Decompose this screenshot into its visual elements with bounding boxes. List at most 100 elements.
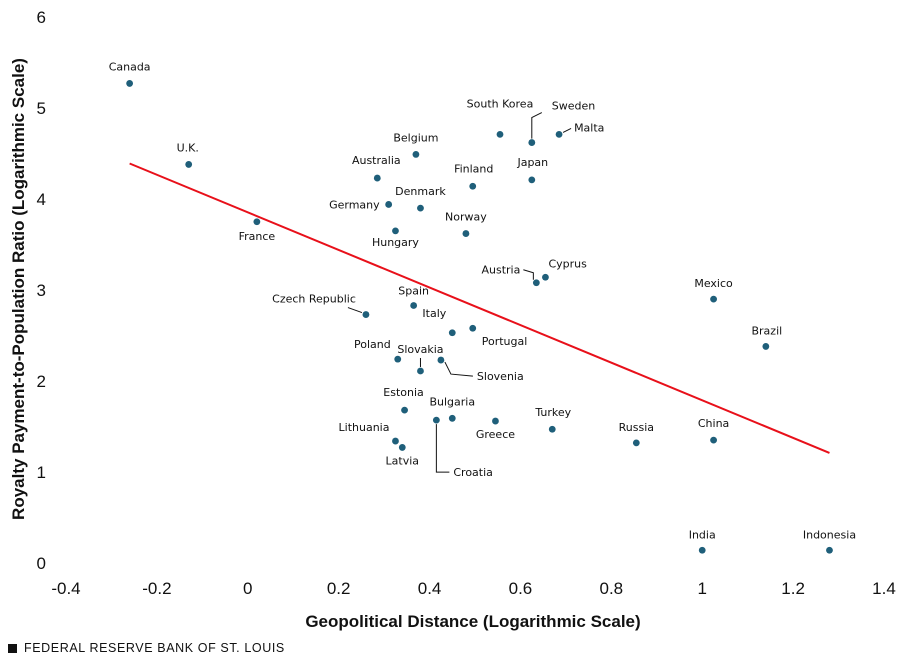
- data-point-india: [698, 546, 706, 554]
- point-labels: Canada U.K. France Australia Belgium Germany D…: [109, 60, 856, 541]
- point-label-czech-republic: Czech Republic: [272, 293, 356, 306]
- leader-line-slovenia: [444, 361, 473, 377]
- point-label-croatia: Croatia: [453, 466, 493, 479]
- label-leader-lines: [347, 112, 572, 473]
- point-label-brazil: Brazil: [751, 324, 782, 337]
- data-point-portugal: [469, 324, 477, 332]
- point-label-austria: Austria: [481, 264, 520, 277]
- data-point-south-korea: [496, 130, 504, 138]
- data-point-australia: [373, 174, 381, 182]
- data-point-brazil: [762, 343, 770, 350]
- data-point-cyprus: [542, 273, 549, 281]
- point-label-france: France: [239, 230, 276, 243]
- data-point-lithuania: [392, 437, 399, 445]
- point-label-hungary: Hungary: [372, 236, 419, 249]
- data-point-russia: [632, 439, 640, 447]
- y-tick-label: 2: [37, 372, 46, 391]
- data-point-poland: [394, 355, 402, 363]
- x-axis-ticks: -0.4 -0.2 0 0.2 0.4 0.6 0.8 1 1.2 1.4: [51, 579, 895, 598]
- data-points: [126, 80, 833, 554]
- point-label-south-korea: South Korea: [467, 97, 534, 110]
- point-label-japan: Japan: [516, 156, 548, 169]
- data-point-slovakia: [417, 367, 424, 375]
- leader-line-croatia: [435, 424, 450, 473]
- data-point-czech-republic: [362, 311, 370, 318]
- trend-line: [129, 162, 830, 454]
- point-label-russia: Russia: [619, 421, 654, 434]
- x-tick-label: 0.8: [600, 579, 624, 598]
- y-tick-label: 5: [37, 99, 46, 118]
- data-point-greece: [492, 417, 499, 425]
- point-label-turkey: Turkey: [534, 406, 571, 419]
- data-point-japan: [528, 176, 536, 184]
- y-tick-label: 0: [37, 554, 46, 573]
- x-tick-label: 0.6: [509, 579, 533, 598]
- x-axis-title: Geopolitical Distance (Logarithmic Scale…: [305, 612, 640, 631]
- y-tick-label: 6: [37, 8, 46, 27]
- data-point-italy: [448, 329, 456, 337]
- point-label-bulgaria: Bulgaria: [429, 395, 475, 408]
- data-point-bulgaria: [448, 414, 456, 422]
- data-point-hungary: [392, 227, 399, 235]
- point-label-lithuania: Lithuania: [339, 421, 390, 434]
- x-tick-label: -0.4: [51, 579, 80, 598]
- leader-line-austria: [523, 269, 534, 280]
- point-label-spain: Spain: [398, 284, 429, 297]
- leader-line-malta: [562, 127, 572, 133]
- data-point-france: [253, 218, 261, 226]
- point-label-italy: Italy: [422, 307, 446, 320]
- footer-square-icon: [8, 643, 17, 653]
- data-point-norway: [462, 230, 470, 237]
- data-point-malta: [555, 130, 563, 138]
- y-axis-title: Royalty Payment-to-Population Ratio (Log…: [9, 58, 28, 520]
- point-label-sweden: Sweden: [552, 100, 595, 113]
- data-point-latvia: [398, 444, 406, 451]
- y-tick-label: 3: [37, 281, 46, 300]
- x-tick-label: -0.2: [142, 579, 171, 598]
- point-label-estonia: Estonia: [383, 386, 424, 399]
- x-tick-label: 0.4: [418, 579, 442, 598]
- data-point-canada: [126, 80, 134, 87]
- data-point-germany: [385, 201, 393, 208]
- point-label-finland: Finland: [454, 162, 493, 175]
- point-label-slovakia: Slovakia: [397, 343, 443, 356]
- data-point-u-k: [185, 161, 193, 168]
- x-tick-label: 0.2: [327, 579, 351, 598]
- data-point-belgium: [412, 151, 420, 158]
- x-tick-label: 1.4: [872, 579, 896, 598]
- leader-line-sweden: [531, 112, 543, 139]
- footer-source: FEDERAL RESERVE BANK OF ST. LOUIS: [24, 641, 285, 655]
- y-tick-label: 4: [37, 190, 46, 209]
- data-point-china: [710, 436, 717, 444]
- data-point-croatia: [432, 416, 440, 424]
- point-label-greece: Greece: [476, 428, 515, 441]
- x-tick-label: 1: [697, 579, 706, 598]
- point-label-china: China: [698, 417, 729, 430]
- data-point-estonia: [401, 406, 408, 414]
- point-label-slovenia: Slovenia: [477, 370, 524, 383]
- y-axis-ticks: 0 1 2 3 4 5 6: [37, 8, 46, 573]
- point-label-canada: Canada: [109, 60, 151, 73]
- x-tick-label: 0: [243, 579, 252, 598]
- point-label-denmark: Denmark: [395, 185, 446, 198]
- data-point-slovenia: [437, 356, 445, 364]
- y-tick-label: 1: [37, 463, 46, 482]
- leader-line-czech-republic: [347, 307, 363, 314]
- point-label-norway: Norway: [445, 211, 487, 224]
- point-label-australia: Australia: [352, 154, 401, 167]
- footer: FEDERAL RESERVE BANK OF ST. LOUIS: [8, 641, 285, 655]
- point-label-mexico: Mexico: [694, 277, 733, 290]
- point-label-belgium: Belgium: [393, 131, 438, 144]
- point-label-malta: Malta: [574, 121, 604, 134]
- data-point-turkey: [548, 425, 556, 433]
- x-tick-label: 1.2: [781, 579, 805, 598]
- data-point-sweden: [528, 139, 536, 146]
- point-label-latvia: Latvia: [386, 454, 420, 467]
- point-label-germany: Germany: [329, 198, 380, 211]
- point-label-portugal: Portugal: [482, 335, 528, 348]
- data-point-mexico: [710, 295, 717, 303]
- point-label-u-k: U.K.: [177, 141, 199, 154]
- point-label-indonesia: Indonesia: [803, 528, 856, 541]
- data-point-finland: [469, 182, 477, 190]
